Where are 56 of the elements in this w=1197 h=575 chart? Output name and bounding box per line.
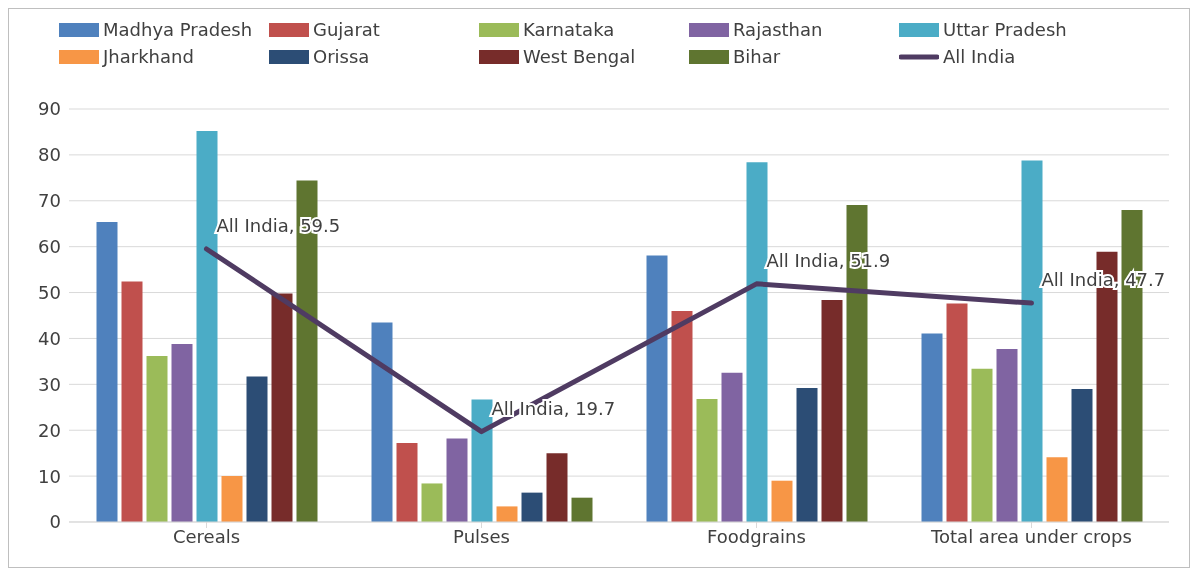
y-tick-label: 80 bbox=[38, 144, 61, 166]
y-tick-label: 50 bbox=[38, 281, 61, 303]
x-tick-label: Foodgrains bbox=[707, 525, 806, 547]
bar bbox=[496, 506, 518, 522]
bar bbox=[721, 372, 743, 522]
bar bbox=[1046, 457, 1068, 522]
bar bbox=[996, 349, 1018, 522]
bar bbox=[546, 453, 568, 522]
y-tick-label: 70 bbox=[38, 190, 61, 212]
legend-label: Madhya Pradesh bbox=[103, 19, 253, 40]
bar bbox=[646, 255, 668, 522]
legend-label: Gujarat bbox=[313, 19, 380, 40]
bar bbox=[121, 281, 143, 522]
bar bbox=[971, 368, 993, 522]
bar bbox=[771, 480, 793, 522]
bar bbox=[271, 293, 293, 522]
legend-label: Jharkhand bbox=[103, 46, 194, 67]
legend-label: Orissa bbox=[313, 46, 370, 67]
y-tick-label: 10 bbox=[38, 465, 61, 487]
bar bbox=[421, 483, 443, 522]
legend-label: Uttar Pradesh bbox=[943, 19, 1067, 40]
bar bbox=[521, 492, 543, 522]
legend-label: Bihar bbox=[733, 46, 781, 67]
bar bbox=[471, 399, 493, 522]
bar bbox=[571, 497, 593, 522]
y-tick-label: 90 bbox=[38, 98, 61, 120]
bar bbox=[196, 131, 218, 522]
legend-label: Rajasthan bbox=[733, 19, 823, 40]
bar bbox=[746, 162, 768, 522]
y-tick-label: 30 bbox=[38, 373, 61, 395]
bar bbox=[146, 355, 168, 522]
legend-label: All India bbox=[943, 46, 1016, 67]
bar bbox=[396, 443, 418, 522]
y-tick-label: 60 bbox=[38, 236, 61, 258]
bar bbox=[96, 221, 118, 522]
legend-label: West Bengal bbox=[523, 46, 636, 67]
x-tick-label: Cereals bbox=[172, 525, 241, 547]
bar bbox=[221, 476, 243, 522]
x-tick-label: Pulses bbox=[453, 525, 510, 547]
bar bbox=[446, 438, 468, 522]
bar bbox=[921, 333, 943, 522]
bar bbox=[946, 303, 968, 522]
bar bbox=[371, 322, 393, 522]
bar bbox=[1021, 160, 1043, 522]
bar bbox=[671, 310, 693, 522]
bar bbox=[796, 388, 818, 522]
bar bbox=[821, 299, 843, 522]
x-tick-label: Total area under crops bbox=[930, 525, 1132, 547]
bar bbox=[246, 376, 268, 522]
y-tick-label: 40 bbox=[38, 327, 61, 349]
bar bbox=[1071, 388, 1093, 522]
y-tick-label: 0 bbox=[49, 511, 61, 533]
bar bbox=[171, 343, 193, 522]
legend-label: Karnataka bbox=[523, 19, 615, 40]
y-tick-label: 20 bbox=[38, 419, 61, 441]
bar bbox=[696, 399, 718, 522]
